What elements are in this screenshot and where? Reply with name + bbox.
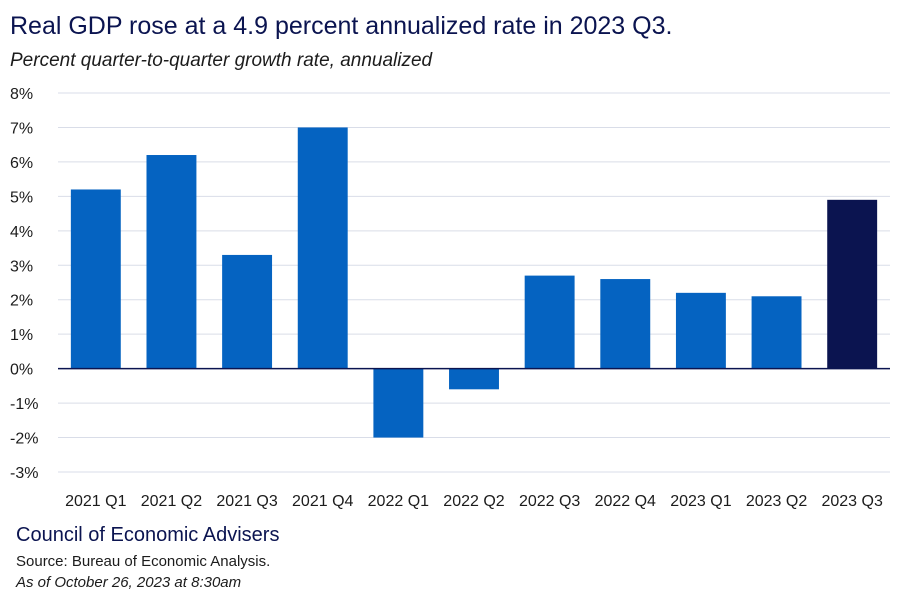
organization-name: Council of Economic Advisers xyxy=(16,524,280,546)
as-of-note: As of October 26, 2023 at 8:30am xyxy=(16,574,242,591)
y-tick-label: -2% xyxy=(10,431,38,448)
x-tick-label: 2021 Q3 xyxy=(216,493,277,510)
x-tick-label: 2023 Q1 xyxy=(670,493,731,510)
x-tick-label: 2021 Q1 xyxy=(65,493,126,510)
y-tick-label: 8% xyxy=(10,86,33,103)
bar-chart: 8%7%6%5%4%3%2%1%0%-1%-2%-3% 2021 Q1 2021 … xyxy=(10,86,890,510)
x-tick-label: 2022 Q4 xyxy=(595,493,656,510)
bar-2023-q1 xyxy=(675,292,726,369)
bar-2022-q1 xyxy=(373,368,424,438)
y-axis-ticks: 8% 7% 6% 5% 4% 3% 2% 1% 0% -1% -2% -3% xyxy=(10,86,38,482)
bar-2022-q2 xyxy=(449,368,499,390)
bar-2021-q3 xyxy=(222,254,273,369)
x-tick-label: 2022 Q2 xyxy=(443,493,504,510)
y-tick-label: 3% xyxy=(10,258,33,275)
y-tick-label: 7% xyxy=(10,120,33,137)
y-tick-label: -1% xyxy=(10,396,38,413)
bar-2021-q2 xyxy=(146,155,197,369)
x-tick-label: 2021 Q2 xyxy=(141,493,202,510)
y-tick-label: 1% xyxy=(10,327,33,344)
source-note: Source: Bureau of Economic Analysis. xyxy=(16,553,271,570)
x-tick-label: 2021 Q4 xyxy=(292,493,353,510)
bar-2023-q3 xyxy=(827,199,878,369)
x-tick-label: 2023 Q2 xyxy=(746,493,807,510)
bar-2022-q4 xyxy=(600,279,651,369)
x-tick-label: 2022 Q1 xyxy=(368,493,429,510)
chart-title: Real GDP rose at a 4.9 percent annualize… xyxy=(10,12,673,40)
bar-2022-q3 xyxy=(524,275,575,369)
y-tick-label: 0% xyxy=(10,362,33,379)
y-tick-label: -3% xyxy=(10,465,38,482)
bars xyxy=(70,127,878,438)
x-axis-ticks: 2021 Q1 2021 Q2 2021 Q3 2021 Q4 2022 Q1 2022 … xyxy=(65,493,883,510)
bar-2021-q4 xyxy=(297,127,348,369)
x-tick-label: 2023 Q3 xyxy=(821,493,882,510)
bar-2023-q2 xyxy=(751,296,802,369)
y-tick-label: 4% xyxy=(10,224,33,241)
y-tick-label: 2% xyxy=(10,293,33,310)
bar-2021-q1 xyxy=(70,189,121,369)
chart-subtitle: Percent quarter-to-quarter growth rate, … xyxy=(10,50,433,71)
y-tick-label: 6% xyxy=(10,155,33,172)
y-tick-label: 5% xyxy=(10,189,33,206)
x-tick-label: 2022 Q3 xyxy=(519,493,580,510)
gridlines xyxy=(58,92,890,473)
